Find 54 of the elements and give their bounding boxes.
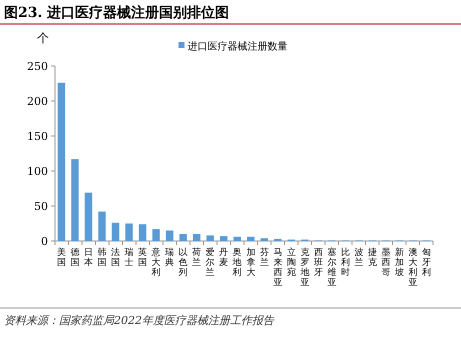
bar (234, 236, 241, 241)
y-tick-label: 200 (27, 94, 48, 108)
y-tick-label: 100 (27, 164, 48, 178)
x-tick-label: 奥地利 (232, 247, 242, 278)
bar (138, 224, 146, 241)
x-tick-label: 墨西哥 (382, 247, 391, 278)
x-tick-label: 日本 (84, 248, 93, 268)
x-tick-label: 丹麦 (219, 247, 228, 268)
x-tick-label: 克罗地亚 (299, 247, 310, 288)
x-tick-label: 匈牙利 (422, 247, 432, 278)
x-tick-label: 意大利 (150, 247, 161, 278)
x-tick-label: 芬兰 (260, 247, 269, 268)
bar (58, 82, 66, 241)
bar (247, 236, 254, 241)
bar (152, 229, 160, 241)
x-tick-label: 荷兰 (192, 247, 202, 268)
y-tick-label: 0 (41, 234, 48, 248)
x-tick-label: 美国 (56, 247, 66, 268)
bar (71, 159, 79, 241)
x-tick-label: 韩国 (97, 247, 106, 268)
y-axis-title: 个 (37, 31, 49, 45)
y-tick-label: 150 (27, 130, 48, 143)
y-tick-label: 50 (34, 200, 48, 213)
x-tick-label: 法国 (111, 247, 120, 268)
x-tick-label: 塞尔维亚 (327, 247, 336, 288)
bar (112, 222, 120, 241)
x-tick-label: 瑞士 (124, 247, 134, 268)
x-tick-label: 爱尔兰 (206, 247, 215, 278)
bar (206, 235, 214, 241)
bar (98, 212, 106, 241)
x-tick-label: 捷克 (368, 247, 377, 268)
legend-label: 进口医疗器械注册数量 (188, 40, 288, 52)
bar (84, 192, 92, 241)
x-tick-label: 德国 (70, 247, 80, 268)
text: 资料来源：国家药监局2022年度医疗器械注册工作报告 (4, 314, 275, 327)
bar (166, 230, 174, 241)
bar (179, 234, 187, 241)
x-tick-label: 英国 (138, 247, 148, 268)
x-tick-label: 立陶宛 (286, 247, 296, 278)
x-tick-label: 以色列 (178, 247, 188, 278)
x-tick-label: 新加坡 (394, 247, 404, 278)
x-tick-label: 澳大利亚 (408, 247, 418, 288)
x-tick-label: 加拿大 (246, 247, 256, 278)
bar (192, 234, 200, 241)
bar (220, 236, 228, 241)
x-tick-label: 西班牙 (314, 248, 323, 278)
bar (125, 224, 133, 241)
x-tick-label: 比利时 (340, 247, 350, 278)
chart-title: 图23. 进口医疗器械注册国别排位图 (4, 4, 230, 21)
y-tick-label: 250 (27, 60, 48, 73)
bar (260, 238, 268, 241)
x-tick-label: 波兰 (354, 247, 364, 268)
x-tick-label: 瑞典 (165, 247, 174, 268)
x-tick-label: 马来西亚 (273, 248, 282, 288)
